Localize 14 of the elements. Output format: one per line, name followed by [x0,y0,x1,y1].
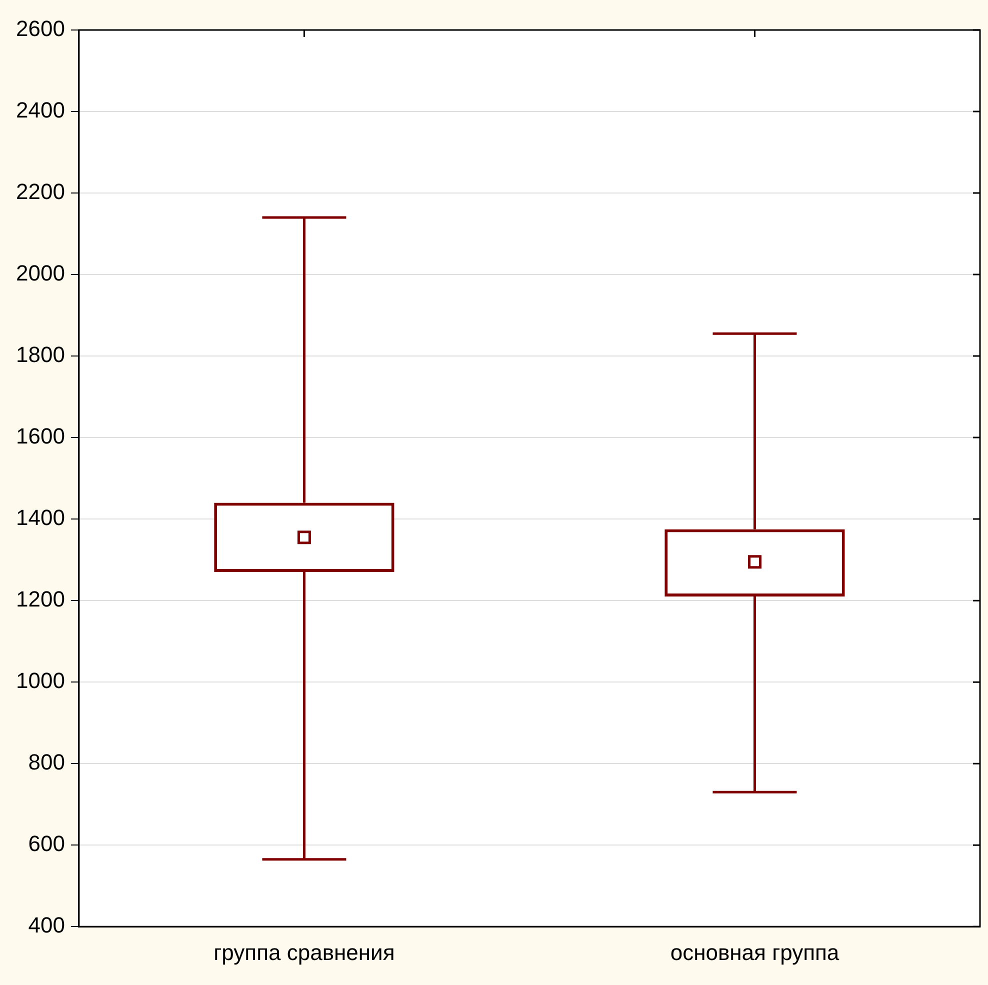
y-tick-label: 2000 [16,260,65,286]
y-tick-label: 400 [28,912,65,938]
y-tick-label: 800 [28,750,65,775]
y-tick-label: 2600 [16,16,65,42]
y-tick-label: 1200 [16,586,65,612]
y-tick-label: 600 [28,831,65,856]
x-tick-label: основная группа [670,940,840,965]
y-tick-label: 1400 [16,505,65,530]
y-tick-label: 1000 [16,668,65,694]
y-tick-label: 1800 [16,342,65,368]
y-tick-label: 2400 [16,98,65,123]
x-tick-label: группа сравнения [214,940,395,965]
y-tick-label: 2200 [16,179,65,204]
y-tick-label: 1600 [16,424,65,449]
